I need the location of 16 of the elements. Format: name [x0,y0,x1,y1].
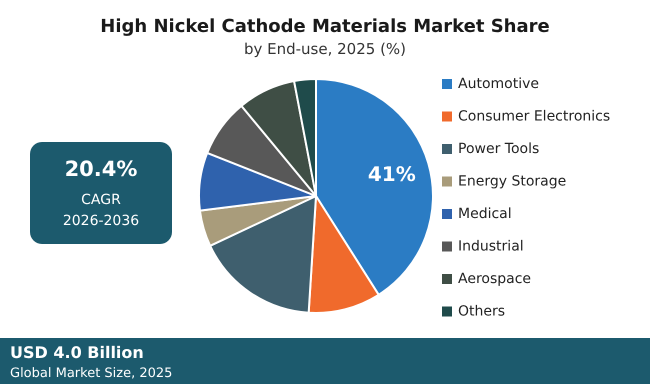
legend-label: Others [458,304,506,320]
legend-label: Consumer Electronics [458,108,610,124]
text: USD 4.0 Billion [10,343,144,362]
legend-label: Medical [458,206,512,222]
text: 20.4% [64,157,138,181]
legend-label: Energy Storage [458,174,566,190]
legend-label: Industrial [458,238,524,254]
chart-title: High Nickel Cathode Materials Market Share [100,16,550,37]
text: Global Market Size, 2025 [10,366,172,381]
text: 2026-2036 [62,213,140,229]
data-label: 41% [368,162,416,186]
legend-label: Aerospace [458,271,532,287]
legend-label: Power Tools [458,141,540,157]
chart-subtitle: by End-use, 2025 (%) [244,40,406,58]
legend-label: Automotive [458,76,539,92]
text: CAGR [81,192,122,208]
